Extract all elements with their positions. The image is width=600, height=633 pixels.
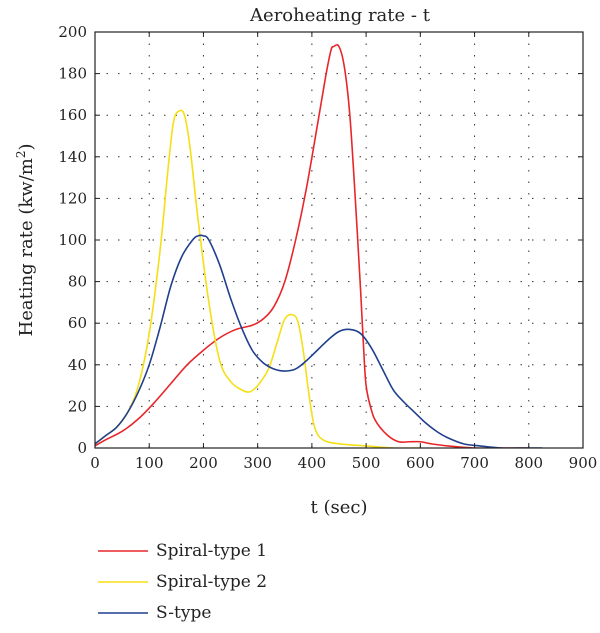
axis-ticks: 0 100 200 300 400 500 600 700 800 900 0 20 40 60 80 100…: [58, 23, 597, 472]
x-tick-label: 600: [406, 454, 435, 472]
y-tick-label: 120: [58, 189, 87, 207]
legend-label-s-type: S-type: [156, 603, 211, 623]
x-tick-label: 900: [569, 454, 598, 472]
x-tick-label: 800: [514, 454, 543, 472]
x-tick-label: 200: [189, 454, 218, 472]
legend: Spiral-type 1 Spiral-type 2 S-type: [98, 541, 267, 623]
y-tick-label: 160: [58, 106, 87, 124]
y-tick-label: 140: [58, 148, 87, 166]
series-line-s-type: [95, 234, 543, 448]
chart-title: Aeroheating rate - t: [249, 5, 431, 26]
y-axis-title-superscript: 2: [14, 151, 28, 159]
y-tick-label: 40: [68, 356, 87, 374]
x-tick-label: 500: [352, 454, 381, 472]
x-tick-label: 700: [460, 454, 489, 472]
x-tick-label: 100: [135, 454, 164, 472]
x-tick-label: 400: [298, 454, 327, 472]
y-tick-label: 0: [77, 439, 87, 457]
y-axis-title: Heating rate (kw/m2): [14, 144, 37, 337]
legend-label-spiral-type-2: Spiral-type 2: [156, 572, 267, 592]
y-axis-title-text: Heating rate (kw/m: [16, 158, 37, 336]
series-lines: [95, 44, 543, 448]
y-axis-title-close: ): [16, 144, 37, 151]
y-tick-label: 200: [58, 23, 87, 41]
x-tick-label: 300: [243, 454, 272, 472]
x-axis-title: t (sec): [311, 497, 368, 518]
legend-label-spiral-type-1: Spiral-type 1: [156, 541, 267, 561]
gridlines: [95, 32, 583, 448]
series-line-spiral-type-1: [95, 44, 529, 448]
series-line-spiral-type-2: [95, 109, 421, 448]
x-tick-label: 0: [90, 454, 100, 472]
y-tick-label: 80: [68, 273, 87, 291]
y-tick-label: 60: [68, 314, 87, 332]
plot-border: [94, 31, 584, 449]
y-tick-label: 100: [58, 231, 87, 249]
y-tick-label: 180: [58, 65, 87, 83]
y-tick-label: 20: [68, 397, 87, 415]
